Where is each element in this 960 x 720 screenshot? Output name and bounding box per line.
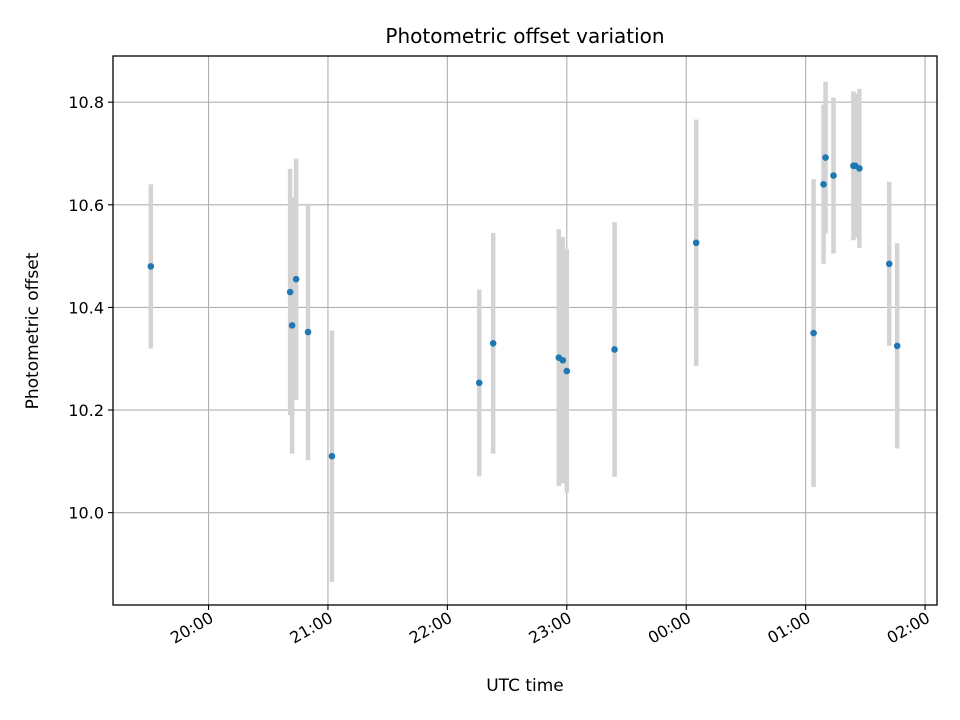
data-point [286,288,294,296]
y-tick-label: 10.8 [68,93,104,112]
x-tick-label: 21:00 [287,608,336,648]
x-tick-label: 20:00 [167,608,216,648]
y-tick-label: 10.4 [68,298,104,317]
error-bars [148,81,900,582]
grid [113,56,937,605]
data-point [692,239,700,247]
data-point [830,172,837,179]
data-point [810,329,817,337]
x-tick-label: 01:00 [764,608,813,648]
data-points [147,154,901,460]
axis-ticks: 20:00 21:00 22:00 23:00 00:00 01:00 02:00 10.0 1… [68,93,933,647]
data-point [328,452,336,460]
data-point [147,263,155,270]
x-tick-label: 23:00 [525,608,574,648]
y-tick-label: 10.6 [68,196,104,215]
x-tick-label: 02:00 [884,608,933,648]
data-point [288,322,296,329]
x-axis-label: UTC time [486,676,564,696]
chart-title: Photometric offset variation [385,24,664,48]
y-tick-label: 10.0 [68,504,104,523]
data-point [559,356,567,364]
data-point [611,346,618,353]
data-point [893,342,901,350]
y-axis-label: Photometric offset [23,252,43,409]
y-tick-label: 10.2 [68,401,104,420]
plot-frame [112,55,938,606]
data-point [304,328,312,336]
data-point [885,260,893,268]
data-point [822,154,829,161]
data-point [292,275,300,283]
x-tick-label: 00:00 [645,608,694,648]
x-tick-label: 22:00 [406,608,455,648]
data-point [820,180,827,188]
data-point [563,367,571,375]
data-point [475,379,483,387]
data-point [489,340,497,347]
data-point [856,165,863,172]
